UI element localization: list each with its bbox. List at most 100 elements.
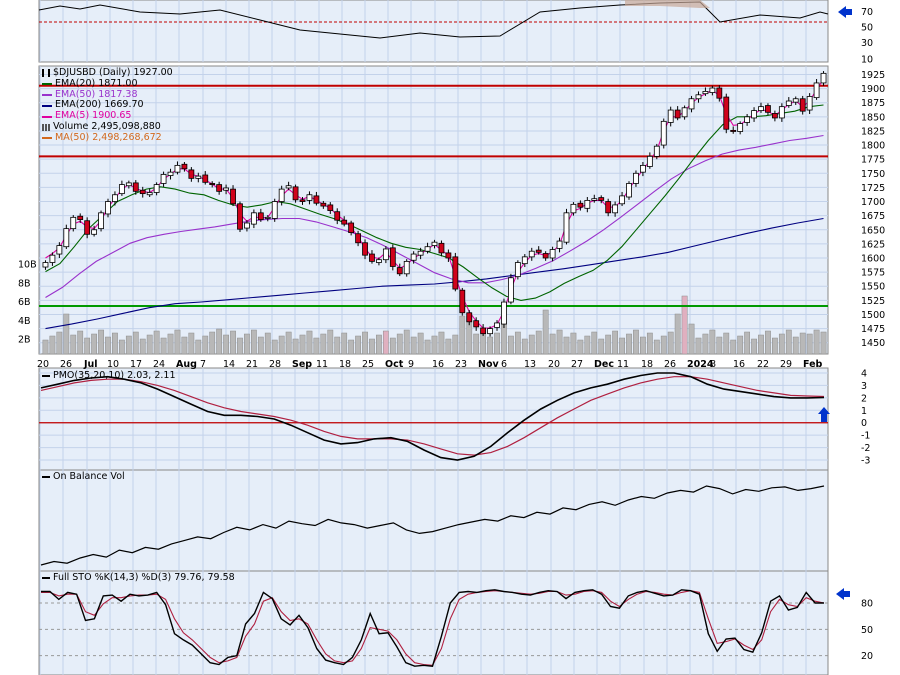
sto-legend-swatch bbox=[42, 576, 50, 579]
y-tick-label: 1850 bbox=[861, 112, 885, 123]
volume-bar bbox=[63, 313, 70, 355]
obv-panel-frame bbox=[38, 469, 829, 572]
candle-body bbox=[813, 82, 820, 99]
volume-bar bbox=[792, 336, 799, 355]
volume-bar bbox=[473, 333, 480, 355]
x-tick-label: Oct bbox=[385, 359, 404, 370]
volume-bar bbox=[132, 331, 139, 355]
candle-body bbox=[98, 212, 104, 230]
candle-body bbox=[556, 240, 563, 249]
y-tick-label: 1725 bbox=[861, 183, 885, 194]
price-legend: $DJUSBD (Daily) 1927.00 EMA(20) 1871.00 … bbox=[42, 67, 173, 144]
ema20-swatch bbox=[42, 83, 52, 86]
y-tick-label: 1550 bbox=[861, 282, 885, 293]
obv-title-text: On Balance Vol bbox=[53, 471, 125, 482]
x-tick-label: 24 bbox=[153, 359, 165, 370]
volume-bar bbox=[181, 336, 188, 355]
y-tick-label: 1675 bbox=[861, 211, 885, 222]
candle-body bbox=[424, 246, 431, 252]
legend-ema200-text: EMA(200) 1669.70 bbox=[55, 99, 144, 111]
volume-bar bbox=[619, 337, 625, 355]
volume-bar bbox=[758, 334, 764, 355]
candle-body bbox=[688, 98, 695, 110]
top-y-tick-label: 30 bbox=[861, 38, 873, 49]
candle-body bbox=[195, 175, 202, 179]
sto-y-tick-label: 20 bbox=[861, 651, 873, 662]
candle-body bbox=[577, 202, 584, 208]
volume-bar bbox=[521, 338, 528, 355]
x-tick-label: 28 bbox=[269, 359, 281, 370]
volume-bar bbox=[230, 330, 236, 355]
volume-bar bbox=[799, 332, 806, 355]
y-tick-label: 1800 bbox=[861, 141, 885, 152]
legend-ema20: EMA(20) 1871.00 bbox=[42, 77, 173, 90]
x-tick-label: 16 bbox=[432, 359, 444, 370]
volume-bar bbox=[806, 333, 813, 355]
volume-bar bbox=[508, 335, 514, 355]
volume-bar bbox=[153, 330, 160, 355]
candle-body bbox=[285, 185, 292, 189]
obv-title: On Balance Vol bbox=[42, 471, 128, 482]
candle-body bbox=[598, 197, 605, 201]
volume-bar bbox=[403, 329, 410, 355]
x-tick-label: 17 bbox=[130, 359, 142, 370]
volume-bar bbox=[598, 338, 605, 355]
top-overbought-fill bbox=[625, 0, 710, 8]
ema200-swatch bbox=[42, 104, 52, 107]
last-price-label: 1927.00 bbox=[133, 67, 173, 78]
candle-body bbox=[646, 155, 653, 167]
volume-bar bbox=[695, 337, 702, 355]
x-tick-label: Nov bbox=[478, 359, 499, 370]
legend-volume: Volume 2,495,098,880 bbox=[42, 121, 173, 133]
x-tick-label: 18 bbox=[641, 359, 653, 370]
x-tick-label: Sep bbox=[292, 359, 312, 370]
candle-body bbox=[605, 201, 612, 214]
volume-bar bbox=[640, 336, 646, 355]
pmo-legend-swatch bbox=[42, 374, 50, 377]
volume-bar bbox=[716, 336, 723, 355]
top-panel-frame bbox=[38, 0, 829, 63]
pmo-y-tick-label: 3 bbox=[861, 381, 867, 392]
volume-bar bbox=[653, 339, 660, 355]
x-tick-label: Jul bbox=[83, 359, 98, 370]
volume-bar bbox=[98, 329, 104, 355]
top-indicator-line bbox=[38, 1, 829, 39]
candle-body bbox=[751, 110, 757, 119]
y-tick-label: 1525 bbox=[861, 296, 885, 307]
candle-body bbox=[160, 174, 167, 184]
candle-body bbox=[626, 183, 632, 198]
y-tick-label: 1500 bbox=[861, 310, 885, 321]
volume-bar bbox=[42, 339, 49, 355]
volume-bar bbox=[77, 330, 84, 355]
y-tick-label: 1825 bbox=[861, 126, 885, 137]
volume-bar bbox=[487, 336, 493, 355]
volume-bar bbox=[146, 334, 153, 355]
volume-bar bbox=[91, 333, 97, 355]
volume-bar bbox=[188, 332, 195, 355]
volume-bar bbox=[299, 334, 306, 355]
candle-body bbox=[785, 100, 792, 106]
candle-body bbox=[771, 113, 778, 119]
candle-body bbox=[799, 98, 806, 112]
candle-body bbox=[737, 123, 744, 132]
volume-bar bbox=[362, 331, 368, 355]
y-tick-label: 1900 bbox=[861, 84, 885, 95]
y-tick-label: 1775 bbox=[861, 155, 885, 166]
candle-body bbox=[230, 188, 236, 205]
candle-body bbox=[494, 322, 500, 328]
volume-tick-label: 4B bbox=[18, 316, 31, 327]
candle-body bbox=[480, 327, 487, 335]
x-tick-label: 16 bbox=[733, 359, 745, 370]
volume-bar bbox=[723, 332, 730, 355]
candle-body bbox=[640, 164, 646, 173]
candle-body bbox=[396, 267, 403, 275]
candle-body bbox=[501, 301, 507, 325]
legend-ema20-text: EMA(20) 1871.00 bbox=[55, 77, 138, 89]
volume-bar bbox=[327, 329, 334, 355]
volume-bar bbox=[160, 337, 167, 355]
candle-body bbox=[473, 320, 480, 328]
legend-ema5-text: EMA(5) 1900.65 bbox=[55, 110, 132, 122]
volume-bar bbox=[730, 339, 737, 355]
candle-body bbox=[56, 245, 63, 255]
